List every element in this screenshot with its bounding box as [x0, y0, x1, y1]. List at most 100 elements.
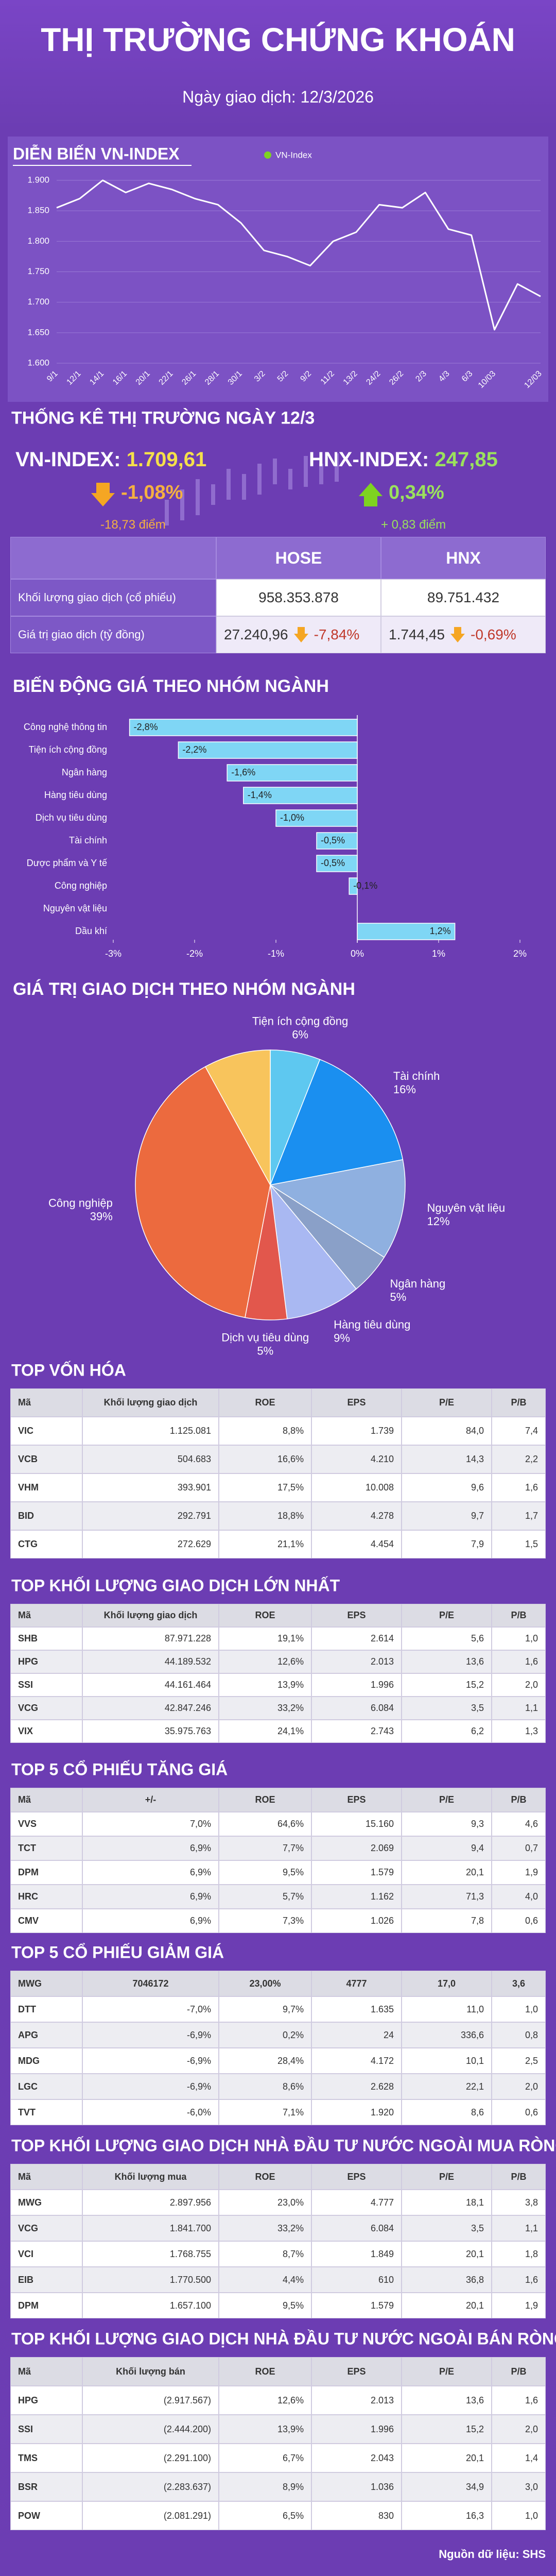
slice-value: 39%: [90, 1210, 113, 1223]
y-tick-label: 1.800: [27, 236, 49, 246]
table-cell: EIB: [10, 2267, 82, 2293]
hnx-index: HNX-INDEX: 247,85: [309, 448, 498, 471]
table-cell: 7,3%: [219, 1909, 311, 1933]
candle-decoration: [165, 453, 339, 526]
table-header: P/E: [402, 2164, 492, 2190]
table-cell: 1,9: [492, 1860, 546, 1885]
table-cell: VIC: [10, 1417, 82, 1445]
table-header: Mã: [10, 2357, 82, 2386]
table-cell: 28,4%: [219, 2048, 311, 2074]
table-header: ROE: [219, 1604, 311, 1627]
table-title: TOP 5 CỔ PHIẾU GIẢM GIÁ: [11, 1943, 224, 1962]
table-cell: 830: [311, 2501, 402, 2530]
table-header: Khối lượng giao dịch: [82, 1388, 219, 1417]
table-cell: 6,2: [402, 1720, 492, 1743]
x-tick-label: 0%: [351, 948, 364, 959]
x-tick-label: -2%: [186, 948, 203, 959]
table-header: Mã: [10, 1388, 82, 1417]
table-cell: 1.162: [311, 1885, 402, 1909]
page-subtitle: Ngày giao dịch: 12/3/2026: [182, 88, 374, 106]
table-cell: 1.579: [311, 1860, 402, 1885]
category-label: Công nghệ thông tin: [24, 722, 107, 732]
table-cell: 2.897.956: [82, 2190, 219, 2215]
table-corner: [10, 537, 216, 579]
bar: [316, 832, 358, 850]
table-cell: VCG: [10, 1697, 82, 1720]
table-cell: 2,5: [492, 2048, 546, 2074]
table-cell: 20,1: [402, 2444, 492, 2472]
table-cell: 2.743: [311, 1720, 402, 1743]
slice-label: Ngân hàng: [390, 1277, 446, 1290]
table-cell: 21,1%: [219, 1530, 311, 1558]
table-cell: CMV: [10, 1909, 82, 1933]
hnx-points: + 0,83 điểm: [381, 518, 446, 532]
table-cell: 1,6: [492, 1650, 546, 1673]
table-cell: 34,9: [402, 2472, 492, 2501]
table-cell: 7,4: [492, 1417, 546, 1445]
table-cell: 9,5%: [219, 2293, 311, 2318]
table-cell: SSI: [10, 1673, 82, 1697]
table-cell: 8,7%: [219, 2241, 311, 2267]
category-label: Dược phẩm và Y tế: [27, 858, 107, 868]
table-cell: 1.026: [311, 1909, 402, 1933]
table-cell: 71,3: [402, 1885, 492, 1909]
table-cell: 2.043: [311, 2444, 402, 2472]
table-cell: 17,5%: [219, 1473, 311, 1502]
hnx-label: HNX-INDEX:: [309, 448, 429, 471]
table-cell: MWG: [10, 2190, 82, 2215]
vn-label: VN-INDEX:: [15, 448, 121, 471]
table-cell: 2,0: [492, 2074, 546, 2099]
y-tick-label: 1.850: [27, 206, 49, 215]
value-label: -0,5%: [321, 835, 345, 845]
y-tick-label: 1.600: [27, 358, 49, 367]
table-cell: VVS: [10, 1812, 82, 1836]
table-cell: 15,2: [402, 2415, 492, 2444]
table-cell: 1,4: [492, 2444, 546, 2472]
table-cell: 7,9: [402, 1530, 492, 1558]
table-cell: 4,4%: [219, 2267, 311, 2293]
table-cell: 13,9%: [219, 2415, 311, 2444]
table-cell: DPM: [10, 1860, 82, 1885]
table-cell: 7,8: [402, 1909, 492, 1933]
table-cell: 4.172: [311, 2048, 402, 2074]
table-cell: -6,0%: [82, 2099, 219, 2125]
table-cell: 13,6: [402, 2386, 492, 2415]
down-arrow: [450, 627, 465, 642]
table-cell: 87.971.228: [82, 1627, 219, 1650]
table-cell: 1,5: [492, 1530, 546, 1558]
table-cell: 7,7%: [219, 1836, 311, 1860]
legend-label: VN-Index: [275, 150, 312, 160]
table-header: Khối lượng bán: [82, 2357, 219, 2386]
table-cell: 8,6%: [219, 2074, 311, 2099]
vn-points: -18,73 điểm: [100, 518, 166, 532]
table-header: P/E: [402, 1788, 492, 1812]
table-cell: 1.739: [311, 1417, 402, 1445]
page-title: THỊ TRƯỜNG CHỨNG KHOÁN: [41, 21, 515, 58]
category-label: Tài chính: [69, 835, 107, 845]
table-title: TOP KHỐI LƯỢNG GIAO DỊCH LỚN NHẤT: [11, 1576, 340, 1595]
bar: [227, 764, 358, 782]
table-cell: 11,0: [402, 1996, 492, 2022]
table-cell: BID: [10, 1502, 82, 1530]
table-cell: 1.657.100: [82, 2293, 219, 2318]
slice-label: Hàng tiêu dùng: [334, 1318, 410, 1331]
bar-chart: BIẾN ĐỘNG GIÁ THEO NHÓM NGÀNH -3% -2% -1% 0%…: [13, 676, 527, 959]
table-header: MWG: [10, 1971, 82, 1996]
category-label: Dầu khí: [75, 926, 107, 936]
table-cell: 610: [311, 2267, 402, 2293]
table-cell: 1.635: [311, 1996, 402, 2022]
table-cell: -6,9%: [82, 2048, 219, 2074]
table-header: Mã: [10, 2164, 82, 2190]
table-cell: 1.036: [311, 2472, 402, 2501]
table-header: EPS: [311, 2164, 402, 2190]
chart-panel: [8, 137, 548, 402]
table-cell: 3,8: [492, 2190, 546, 2215]
pie-chart: GIÁ TRỊ GIAO DỊCH THEO NHÓM NGÀNH Tiện íc…: [13, 979, 505, 1358]
table-cell: 24,1%: [219, 1720, 311, 1743]
table-cell: 393.901: [82, 1473, 219, 1502]
table-cell: 2,0: [492, 1673, 546, 1697]
table-header: ROE: [219, 2164, 311, 2190]
vn-change: -1,08%: [121, 482, 183, 503]
slice-label: Tiện ích cộng đồng: [252, 1014, 348, 1027]
slice-value: 5%: [257, 1345, 273, 1358]
